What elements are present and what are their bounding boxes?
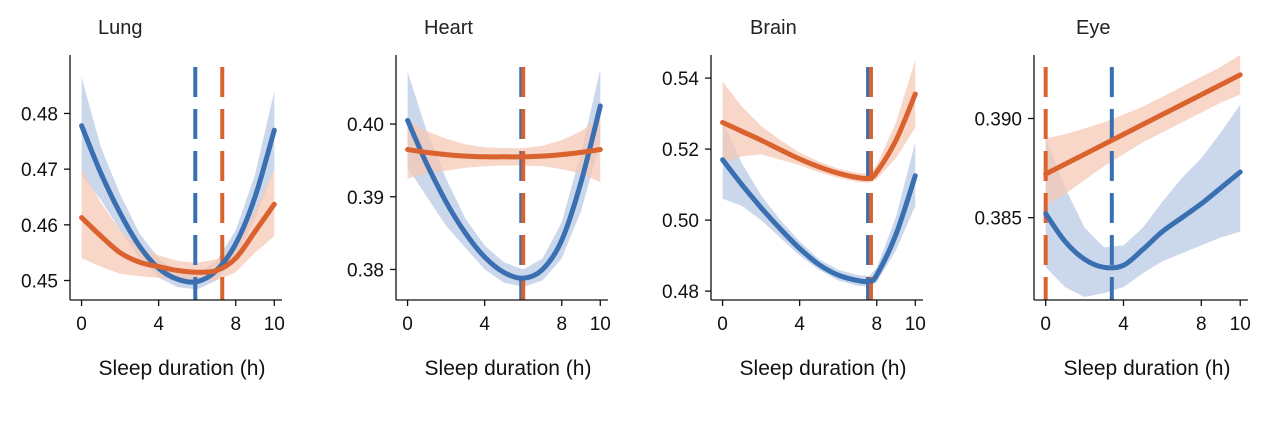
x-tick-label: 10 [1230, 314, 1251, 335]
y-tick-label: 0.54 [662, 69, 699, 90]
chart-panel-lung: 0.45 0.46 0.47 0.48 0 4 8 10 Lung Sleep duration … [21, 17, 285, 380]
x-tick-label: 10 [590, 314, 611, 335]
y-tick-label: 0.39 [347, 188, 384, 209]
x-axis-label: Sleep duration (h) [740, 357, 907, 380]
panel-title: Heart [424, 17, 473, 39]
panel-title: Lung [98, 17, 143, 39]
confidence-band-blue [407, 69, 601, 287]
confidence-band-blue [1045, 104, 1241, 297]
x-tick-label: 10 [905, 314, 926, 335]
y-tick-label: 0.46 [21, 216, 58, 237]
y-tick-label: 0.47 [21, 160, 58, 181]
x-axis-label: Sleep duration (h) [1064, 357, 1231, 380]
confidence-band-orange [407, 116, 601, 183]
chart-panel-heart: 0.38 0.39 0.40 0 4 8 10 Heart Sleep duration (h) [347, 17, 611, 380]
series-line-blue [79, 123, 277, 285]
series-line-blue [720, 157, 918, 285]
x-tick-label: 8 [871, 314, 882, 335]
x-tick-label: 4 [794, 314, 805, 335]
confidence-band-orange [1045, 55, 1241, 206]
series-line-orange [79, 201, 277, 275]
x-tick-label: 0 [402, 314, 413, 335]
x-tick-label: 8 [556, 314, 567, 335]
x-tick-label: 0 [76, 314, 87, 335]
confidence-band-orange [722, 60, 916, 183]
y-tick-label: 0.390 [974, 109, 1022, 130]
y-tick-label: 0.48 [21, 104, 58, 125]
x-tick-label: 0 [1040, 314, 1051, 335]
series-line-orange [720, 91, 918, 182]
confidence-band-orange [81, 169, 275, 281]
y-tick-label: 0.48 [662, 282, 699, 303]
x-tick-label: 4 [479, 314, 490, 335]
x-tick-label: 4 [153, 314, 164, 335]
panel-title: Eye [1076, 17, 1110, 39]
series-line-blue [1043, 169, 1243, 271]
series-line-blue [405, 103, 603, 281]
y-tick-label: 0.38 [347, 260, 384, 281]
x-tick-label: 8 [1196, 314, 1207, 335]
y-tick-label: 0.40 [347, 115, 384, 136]
confidence-band-blue [722, 120, 916, 287]
x-tick-label: 4 [1118, 314, 1129, 335]
chart-panel-eye: 0.385 0.390 0 4 8 10 Eye Sleep duration (h) [974, 17, 1250, 380]
x-tick-label: 8 [230, 314, 241, 335]
y-tick-label: 0.50 [662, 211, 699, 232]
x-axis-label: Sleep duration (h) [99, 357, 266, 380]
panel-title: Brain [750, 17, 797, 39]
x-tick-label: 0 [717, 314, 728, 335]
series-line-orange [1043, 72, 1243, 177]
confidence-band-blue [81, 77, 275, 290]
y-tick-label: 0.52 [662, 140, 699, 161]
series-line-orange [405, 147, 603, 160]
x-tick-label: 10 [264, 314, 285, 335]
chart-panel-brain: 0.48 0.50 0.52 0.54 0 4 8 10 Brain Sleep duration… [662, 17, 926, 380]
y-tick-label: 0.385 [974, 209, 1022, 230]
x-axis-label: Sleep duration (h) [425, 357, 592, 380]
y-tick-label: 0.45 [21, 272, 58, 293]
